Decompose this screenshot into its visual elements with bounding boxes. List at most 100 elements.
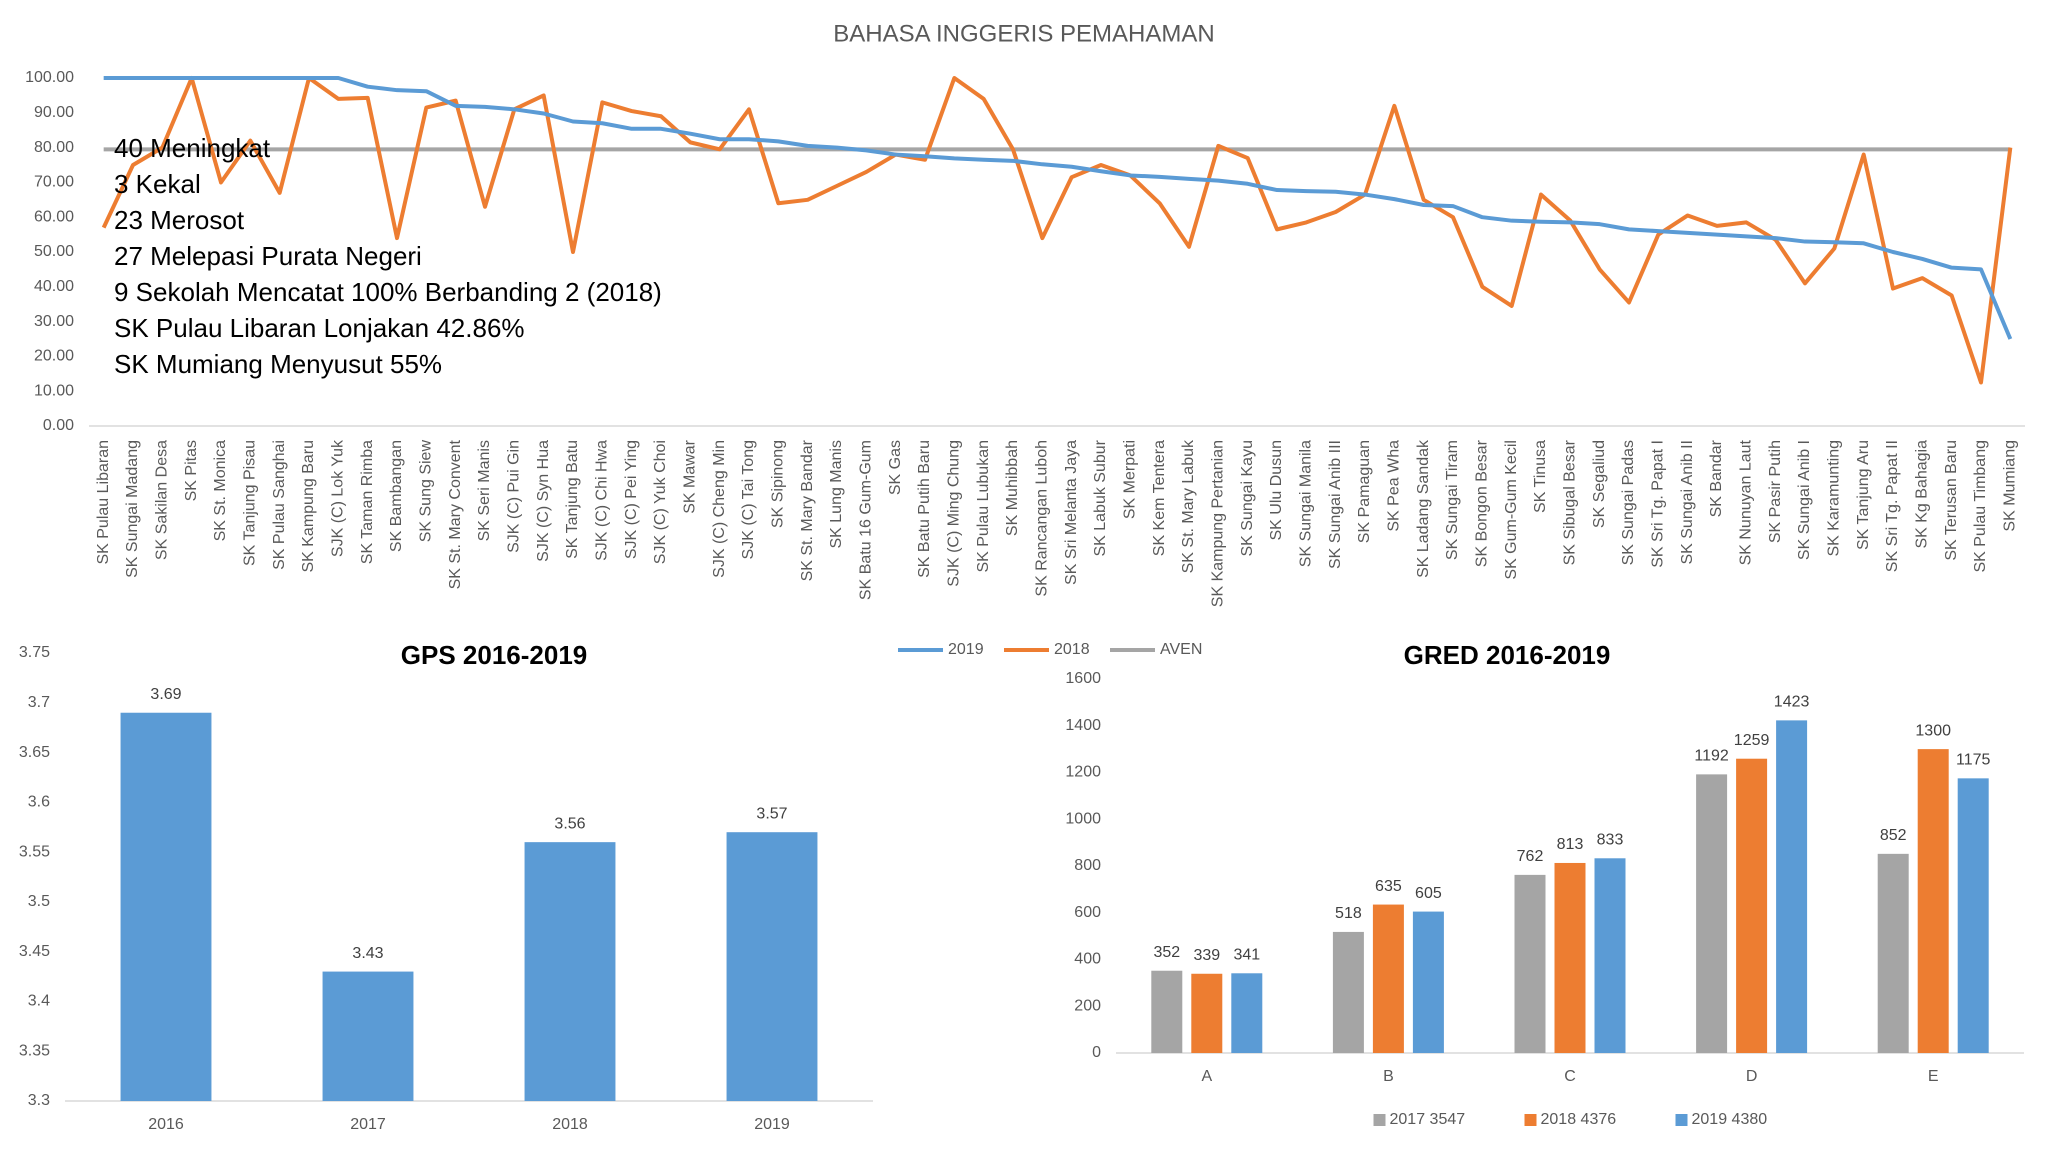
legend-label: 2018 <box>1054 641 1090 658</box>
data-label: 762 <box>1517 848 1544 865</box>
x-tick-label: SJK (C) Syn Hua <box>535 440 552 562</box>
x-tick-label: SJK (C) Cheng Min <box>711 440 728 578</box>
bar <box>1957 778 1989 1053</box>
x-tick-label: SK Pulau Lubukan <box>975 440 992 573</box>
y-tick-label: 80.00 <box>34 139 74 156</box>
x-tick-label: SK Taman Rimba <box>359 440 376 564</box>
y-tick-label: 3.4 <box>28 993 50 1010</box>
data-label: 3.69 <box>150 686 181 703</box>
x-tick-label: SK Pamaguan <box>1356 440 1373 543</box>
x-tick-label: SK Sri Tg. Papat I <box>1650 440 1667 568</box>
x-tick-label: SK St. Mary Bandar <box>799 439 816 581</box>
bar <box>120 712 212 1101</box>
x-tick-label: E <box>1928 1068 1939 1085</box>
x-tick-label: SK Pulau Timbang <box>1972 440 1989 573</box>
annotation: 23 Merosot <box>114 205 245 235</box>
bar <box>524 842 616 1101</box>
chart-title: GRED 2016-2019 <box>1404 640 1611 670</box>
bar <box>1151 970 1183 1053</box>
y-tick-label: 1400 <box>1065 717 1101 734</box>
y-tick-label: 60.00 <box>34 208 74 225</box>
y-tick-label: 3.35 <box>19 1042 50 1059</box>
series-line <box>101 76 2013 385</box>
data-label: 605 <box>1415 885 1442 902</box>
legend-label: 2017 3547 <box>1390 1111 1466 1128</box>
annotation: SK Pulau Libaran Lonjakan 42.86% <box>114 313 525 343</box>
y-tick-label: 200 <box>1074 997 1101 1014</box>
bar <box>1877 853 1909 1053</box>
y-tick-label: 1600 <box>1065 670 1101 687</box>
x-tick-label: SJK (C) Pei Ying <box>623 440 640 559</box>
legend-label: 2019 <box>948 641 984 658</box>
y-tick-label: 1200 <box>1065 764 1101 781</box>
data-label: 341 <box>1233 947 1260 964</box>
x-tick-label: SK Sung Siew <box>418 440 435 543</box>
x-tick-label: SK Sungai Anib I <box>1796 440 1813 560</box>
x-tick-label: SK Nunuyan Laut <box>1738 439 1755 565</box>
y-tick-label: 0 <box>1092 1044 1101 1061</box>
x-tick-label: SK Bandar <box>1708 439 1725 517</box>
x-tick-label: SK Sungai Manila <box>1298 440 1315 567</box>
x-tick-label: SK Terusan Baru <box>1943 440 1960 561</box>
x-tick-label: SK Ulu Dusun <box>1268 440 1285 541</box>
x-tick-label: SK Pitas <box>183 440 200 501</box>
data-label: 3.43 <box>352 945 383 962</box>
bar <box>1736 758 1768 1053</box>
bar <box>1696 774 1728 1053</box>
x-tick-label: SK Sungai Anib II <box>1679 440 1696 565</box>
y-tick-label: 400 <box>1074 951 1101 968</box>
x-tick-label: SK St. Mary Labuk <box>1180 439 1197 573</box>
bar <box>726 832 818 1101</box>
y-tick-label: 3.5 <box>28 893 50 910</box>
y-tick-label: 3.45 <box>19 943 50 960</box>
x-tick-label: SK Tanjung Batu <box>564 440 581 559</box>
y-tick-label: 1000 <box>1065 810 1101 827</box>
y-tick-label: 20.00 <box>34 348 74 365</box>
x-tick-label: SK Lung Manis <box>828 440 845 549</box>
x-tick-label: SJK (C) Yuk Choi <box>652 440 669 564</box>
x-tick-label: SK Gas <box>887 440 904 495</box>
y-tick-label: 800 <box>1074 857 1101 874</box>
y-tick-label: 600 <box>1074 904 1101 921</box>
x-tick-label: SK Mumiang <box>2002 440 2019 532</box>
chart-title: GPS 2016-2019 <box>401 640 587 670</box>
y-tick-label: 100.00 <box>25 69 74 86</box>
x-tick-label: SK Ladang Sandak <box>1415 439 1432 578</box>
bar <box>1514 874 1546 1053</box>
data-label: 833 <box>1597 832 1624 849</box>
x-tick-label: SK Muhibbah <box>1004 440 1021 536</box>
legend-swatch <box>1524 1114 1537 1126</box>
y-tick-label: 50.00 <box>34 243 74 260</box>
legend-label: 2018 4376 <box>1541 1111 1617 1128</box>
x-tick-label: SK Tanjung Pisau <box>242 440 259 566</box>
x-tick-label: SK Pulau Libaran <box>95 440 112 565</box>
x-tick-label: SJK (C) Lok Yuk <box>330 439 347 557</box>
x-tick-label: SK Sungai Padas <box>1620 440 1637 565</box>
x-tick-label: SK Sri Melanta Jaya <box>1063 440 1080 585</box>
y-tick-label: 3.7 <box>28 694 50 711</box>
y-tick-label: 3.75 <box>19 644 50 661</box>
x-tick-label: SK Sri Tg. Papat II <box>1884 440 1901 572</box>
x-tick-label: SK Seri Manis <box>476 440 493 541</box>
data-label: 3.57 <box>756 805 787 822</box>
x-tick-label: SK Pulau Sanghai <box>271 440 288 570</box>
bar <box>322 971 414 1101</box>
data-label: 3.56 <box>554 815 585 832</box>
bar <box>1776 720 1808 1053</box>
x-tick-label: SK Kg Bahagia <box>1914 440 1931 549</box>
x-tick-label: C <box>1564 1068 1576 1085</box>
series-line <box>103 76 2013 340</box>
y-tick-label: 40.00 <box>34 278 74 295</box>
legend-label: AVEN <box>1160 641 1202 658</box>
x-tick-label: SK Pasir Putih <box>1767 440 1784 543</box>
chart-title: BAHASA INGGERIS PEMAHAMAN <box>833 20 1214 47</box>
x-tick-label: SJK (C) Ming Chung <box>946 440 963 587</box>
x-tick-label: SK Batu Putih Baru <box>916 440 933 578</box>
legend-swatch <box>1675 1114 1688 1126</box>
data-label: 635 <box>1375 878 1402 895</box>
bar <box>1917 749 1949 1053</box>
x-tick-label: SK Pea Wha <box>1386 440 1403 532</box>
x-tick-label: SJK (C) Chi Hwa <box>594 440 611 561</box>
y-tick-label: 90.00 <box>34 104 74 121</box>
